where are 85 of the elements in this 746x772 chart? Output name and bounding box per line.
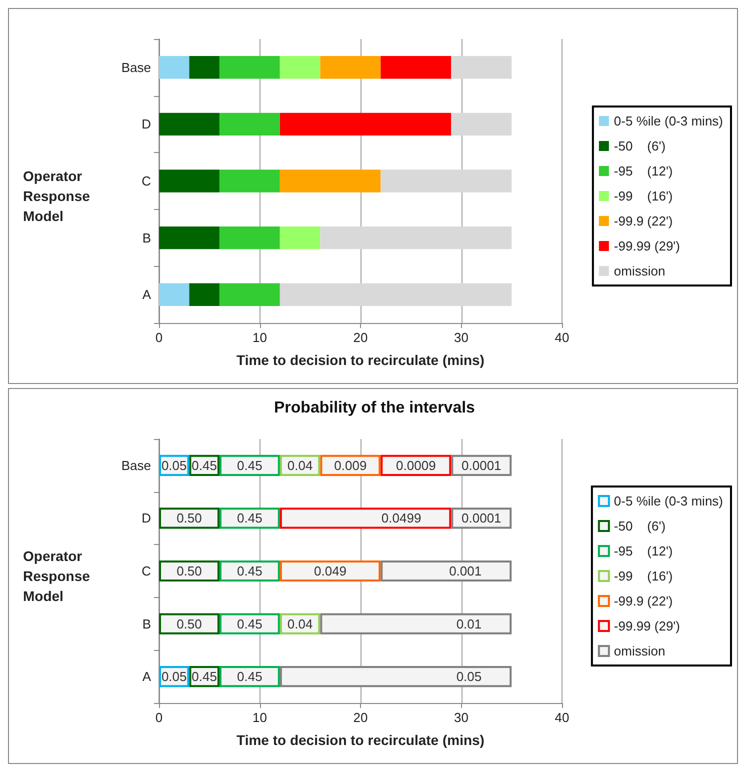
y-tick-label: A xyxy=(142,287,152,302)
x-tick-label: 0 xyxy=(155,710,163,725)
y-tick-label: D xyxy=(142,116,151,132)
x-tick-label: 40 xyxy=(554,710,570,725)
y-tick-label: B xyxy=(142,616,151,632)
annotation: 0.0001 xyxy=(462,510,502,526)
bar xyxy=(280,170,381,192)
annotation: 0.0009 xyxy=(396,458,436,473)
legend-label: -50 (6') xyxy=(614,138,666,154)
annotation: 0.45 xyxy=(237,564,262,578)
bar xyxy=(159,170,220,192)
bar xyxy=(219,56,280,79)
annotation: 0.04 xyxy=(287,458,313,473)
bar xyxy=(280,112,452,136)
x-tick-label: 40 xyxy=(554,330,570,345)
bar xyxy=(380,170,512,192)
annotation: 0.45 xyxy=(237,510,262,526)
x-axis-title: Time to decision to recirculate (mins) xyxy=(236,352,484,368)
bar xyxy=(380,56,452,79)
bar xyxy=(159,112,220,136)
annotation: 0.45 xyxy=(237,458,262,473)
legend-label: -99.9 (22') xyxy=(614,214,673,228)
bar xyxy=(159,283,190,306)
x-axis-title: Time to decision to recirculate (mins) xyxy=(236,732,484,748)
annotation: 0.05 xyxy=(161,458,187,473)
bar xyxy=(280,226,320,250)
y-tick-label: A xyxy=(142,669,152,684)
legend-label: omission xyxy=(614,644,666,658)
x-tick-label: 10 xyxy=(252,710,267,725)
bar xyxy=(451,112,512,136)
bar xyxy=(219,283,280,306)
y-tick-label: C xyxy=(142,174,151,188)
annotation: 0.50 xyxy=(176,616,202,632)
x-tick-label: 30 xyxy=(454,330,468,345)
x-tick-label: 30 xyxy=(454,710,468,725)
x-tick-label: 20 xyxy=(353,710,368,725)
annotation: 0.05 xyxy=(456,669,482,684)
annotation: 0.049 xyxy=(314,564,347,578)
annotation: 0.45 xyxy=(237,669,262,684)
y-axis-title: Operator Response Model xyxy=(23,548,94,604)
x-tick-label: 0 xyxy=(155,330,163,345)
bar xyxy=(320,56,381,79)
annotation: 0.45 xyxy=(237,616,262,632)
legend-label: -95 (12') xyxy=(614,544,673,558)
annotation: 0.0001 xyxy=(462,458,502,473)
bar xyxy=(320,226,512,250)
legend-label: 0-5 %ile (0-3 mins) xyxy=(614,114,724,128)
legend-label: omission xyxy=(614,264,666,278)
bar xyxy=(219,226,280,250)
x-tick-label: 10 xyxy=(252,330,267,345)
y-axis-title: Operator Response Model xyxy=(23,168,94,224)
annotation: 0.45 xyxy=(192,458,217,473)
legend-label: -99.99 (29') xyxy=(614,238,680,254)
legend-label: -99.99 (29') xyxy=(614,618,680,634)
bar xyxy=(189,56,220,79)
y-tick-label: B xyxy=(142,230,151,246)
bar xyxy=(159,56,190,79)
legend-label: 0-5 %ile (0-3 mins) xyxy=(614,494,724,508)
annotation: 0.45 xyxy=(192,669,217,684)
bar xyxy=(219,112,280,136)
y-tick-label: C xyxy=(142,564,151,578)
bar xyxy=(280,283,512,306)
bar xyxy=(189,283,220,306)
y-tick-label: Base xyxy=(121,60,151,75)
annotation: 0.50 xyxy=(176,564,202,578)
annotation: 0.009 xyxy=(334,458,367,473)
annotation: 0.001 xyxy=(449,564,482,578)
annotation: 0.01 xyxy=(456,616,482,632)
chart-title: Probability of the intervals xyxy=(274,400,476,416)
bar xyxy=(280,56,320,79)
bar xyxy=(219,170,280,192)
annotation: 0.05 xyxy=(161,669,187,684)
annotation: 0.04 xyxy=(287,616,313,632)
x-tick-label: 20 xyxy=(353,330,368,345)
annotation: 0.0499 xyxy=(381,510,422,526)
y-tick-label: Base xyxy=(121,458,151,473)
legend-label: -99.9 (22') xyxy=(614,594,673,608)
bar xyxy=(451,56,512,79)
annotation: 0.50 xyxy=(176,510,202,526)
legend-label: -99 (16') xyxy=(614,568,673,584)
legend-label: -50 (6') xyxy=(614,518,666,534)
y-tick-label: D xyxy=(142,510,151,526)
bar xyxy=(159,226,220,250)
legend-label: -99 (16') xyxy=(614,188,673,204)
legend-label: -95 (12') xyxy=(614,164,673,178)
